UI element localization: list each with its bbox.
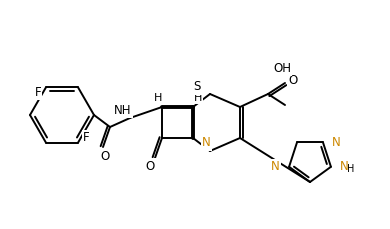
Text: N: N xyxy=(271,160,280,173)
Text: NH: NH xyxy=(114,104,132,117)
Text: O: O xyxy=(145,160,154,172)
Text: H: H xyxy=(194,93,202,103)
Text: H: H xyxy=(347,164,354,174)
Text: N: N xyxy=(202,136,211,150)
Text: S: S xyxy=(193,81,201,93)
Text: F: F xyxy=(35,86,41,99)
Text: N: N xyxy=(332,136,341,149)
Text: O: O xyxy=(100,150,110,163)
Text: H: H xyxy=(154,93,162,103)
Text: OH: OH xyxy=(273,62,291,74)
Text: O: O xyxy=(288,74,298,87)
Text: F: F xyxy=(83,131,89,144)
Text: N: N xyxy=(340,160,349,173)
